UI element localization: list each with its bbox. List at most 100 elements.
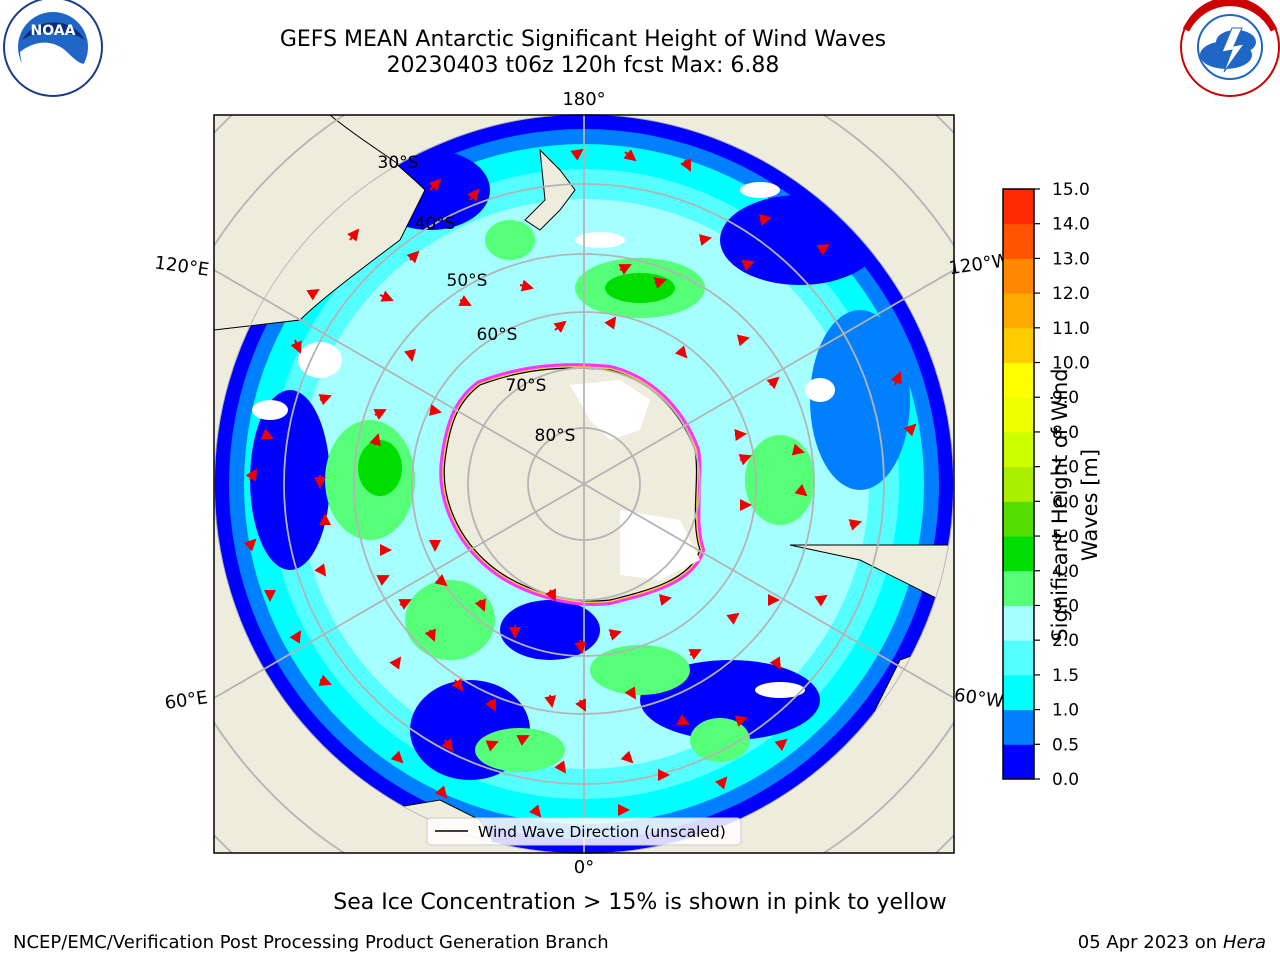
arrow [441, 738, 454, 752]
latitude-label-70: 70°S [506, 376, 547, 396]
arrow [653, 277, 667, 289]
arrow [318, 674, 332, 686]
arrow [623, 149, 637, 162]
arrow [618, 264, 632, 275]
arrow [554, 760, 567, 774]
nodata-4 [575, 232, 625, 248]
arrow [726, 612, 740, 625]
arrow [434, 785, 448, 799]
colorbar-swatch [1003, 293, 1034, 329]
colorbar-tick-label: 13.0 [1052, 249, 1090, 269]
arrow [680, 158, 691, 172]
noaa-logo: NOAA [3, 0, 103, 97]
arrow [243, 538, 257, 552]
latitude-label-60: 60°S [477, 325, 518, 345]
wave-high-6 [475, 728, 565, 772]
map-legend: Wind Wave Direction (unscaled) [426, 817, 742, 846]
arrow [290, 339, 302, 354]
arrow [485, 698, 496, 712]
arrow [791, 443, 805, 456]
nodata-1 [298, 342, 342, 378]
arrow [398, 599, 412, 610]
footer-credit: NCEP/EMC/Verification Post Processing Pr… [13, 932, 609, 953]
arrow [688, 649, 702, 660]
arrow [467, 188, 480, 202]
footer-date-text: 05 Apr 2023 on [1077, 932, 1223, 953]
meridians [214, 115, 954, 853]
colorbar-swatch [1003, 223, 1034, 259]
colorbar-tick-label: 5.0 [1052, 527, 1079, 547]
colorbar-swatches [1003, 189, 1034, 780]
colorbar-tick-label: 0.0 [1052, 770, 1079, 790]
arrow [553, 320, 567, 333]
meridian-label-60e: 60°E [163, 687, 209, 714]
arrow [759, 214, 772, 226]
arrow [474, 598, 486, 612]
colorbar-label: Significant Height of Wind Waves [m] [1048, 185, 1102, 785]
colorbar-frame [1002, 188, 1035, 780]
arrow [458, 295, 472, 306]
latitude-label-40: 40°S [415, 214, 456, 234]
colorbar-label-line1: Significant Height of Wind [1048, 368, 1072, 642]
arrow [369, 433, 381, 447]
nodata-5 [755, 682, 805, 698]
colorbar-tick-label: 15.0 [1052, 180, 1090, 200]
wave-high-7 [690, 718, 750, 762]
wave-high-5 [590, 645, 690, 695]
arrow [848, 519, 862, 531]
footer-machine: Hera [1222, 932, 1266, 953]
arrow [769, 656, 782, 670]
nodata-3 [805, 378, 835, 402]
arrow [424, 628, 436, 642]
arrow [544, 694, 557, 708]
arrow [390, 750, 404, 764]
colorbar-tick-label: 11.0 [1052, 319, 1090, 339]
arrow [676, 714, 690, 725]
wave-high-1-core [605, 273, 675, 303]
colorbar-swatch [1003, 501, 1034, 537]
arrow [428, 178, 442, 192]
colorbar-tick-label: 4.0 [1052, 562, 1079, 582]
arrow [347, 228, 360, 242]
colorbar-swatch [1003, 431, 1034, 468]
colorbar-swatch [1003, 674, 1034, 711]
map-frame [213, 114, 955, 854]
legend-text: Wind Wave Direction (unscaled) [478, 823, 726, 841]
arrow [714, 776, 728, 790]
arrow [766, 376, 780, 390]
arrow [245, 468, 258, 482]
meridian-label-0: 0° [574, 857, 594, 878]
arrow [429, 404, 442, 416]
colorbar-swatch [1003, 258, 1034, 294]
colorbar-tick-label: 8.0 [1052, 423, 1079, 443]
nodata-6 [740, 182, 780, 198]
arrow [519, 279, 534, 292]
meridian-label-120w: 120°W [947, 250, 1011, 279]
arrow [608, 629, 622, 641]
colorbar-swatch [1003, 327, 1034, 364]
arrow [373, 409, 387, 420]
colorbar-swatch [1003, 570, 1034, 606]
nws-logo [1180, 0, 1280, 97]
ross-ice-shelf [570, 380, 650, 440]
colorbar-tick-label: 3.0 [1052, 596, 1079, 616]
arrow [570, 148, 584, 161]
arrow [379, 290, 394, 302]
wind-wave-arrows [243, 148, 917, 818]
arrow [620, 750, 634, 764]
noaa-logo-text: NOAA [31, 23, 76, 39]
latitude-label-80: 80°S [535, 426, 576, 446]
meridian-60w [583, 483, 954, 699]
arrow [545, 588, 556, 602]
arrow [574, 639, 587, 654]
colorbar-swatch [1003, 397, 1034, 433]
wave-high-2-core [358, 440, 402, 496]
weddell-ice-shelf [620, 510, 700, 580]
footer-date: 05 Apr 2023 on Hera [1078, 932, 1266, 953]
colorbar-tick-label: 0.5 [1052, 735, 1079, 755]
arrow [451, 678, 464, 692]
arrow [260, 428, 274, 440]
latitude-labels: 30°S 40°S 50°S 60°S 70°S 80°S [378, 153, 576, 446]
arrow [318, 394, 332, 406]
